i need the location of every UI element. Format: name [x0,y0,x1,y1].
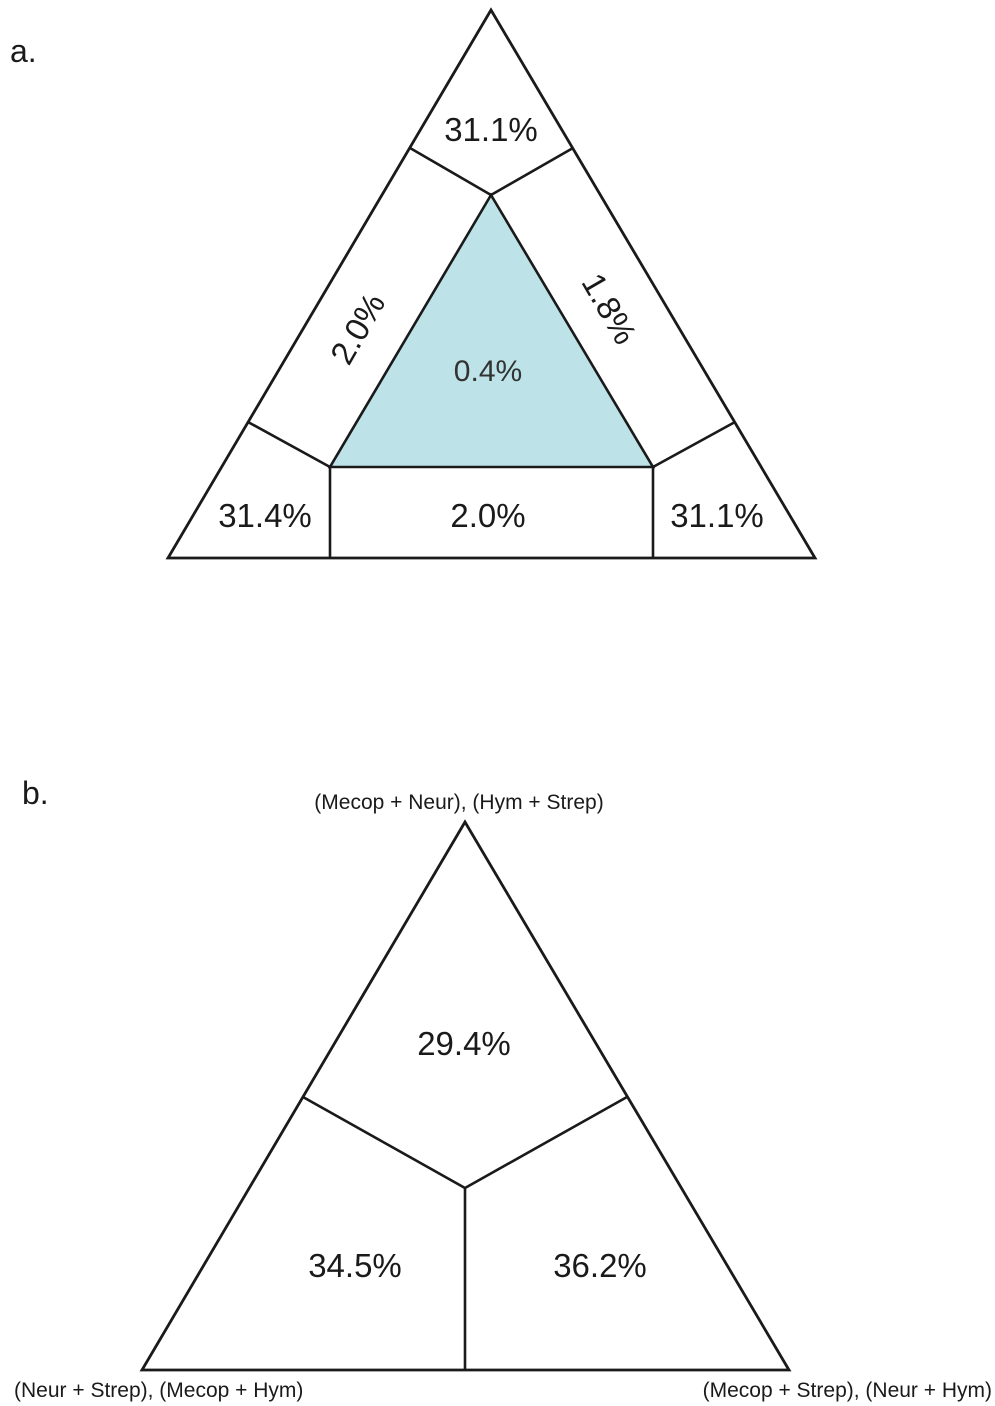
panel-b-bottom-right-vertex-label: (Mecop + Strep), (Neur + Hym) [703,1379,992,1402]
panel-b-top-region-label: 29.4% [417,1025,511,1062]
panel-a-top-region-label: 31.1% [444,111,538,148]
panel-b-bottom-left-region-label: 34.5% [308,1247,402,1284]
panel-b: b. (Mecop + Neur), (Hym + Strep) (Neur +… [14,775,992,1402]
panel-b-letter: b. [22,775,49,811]
panel-a-right-partition [651,420,736,558]
panel-b-bottom-left-vertex-label: (Neur + Strep), (Mecop + Hym) [14,1379,303,1402]
panel-a-bottom-middle-label: 2.0% [450,497,525,534]
panel-a-left-partition [247,420,332,558]
panel-a-top-partition [409,146,574,197]
panel-b-bottom-right-region-label: 36.2% [553,1247,647,1284]
panel-a-bottom-right-label: 31.1% [670,497,764,534]
panel-b-top-vertex-label: (Mecop + Neur), (Hym + Strep) [314,791,603,814]
panel-a-partitions [247,146,736,558]
panel-b-partitions [302,1095,628,1370]
panel-a: a. 31.1% 2.0% 1.8% 0.4% 31.4% 2.0% 31.1% [10,7,818,560]
panel-a-bottom-left-label: 31.4% [218,497,312,534]
panel-a-letter: a. [10,33,37,69]
panel-a-center-triangle [327,192,656,469]
panel-a-center-label: 0.4% [454,355,522,388]
